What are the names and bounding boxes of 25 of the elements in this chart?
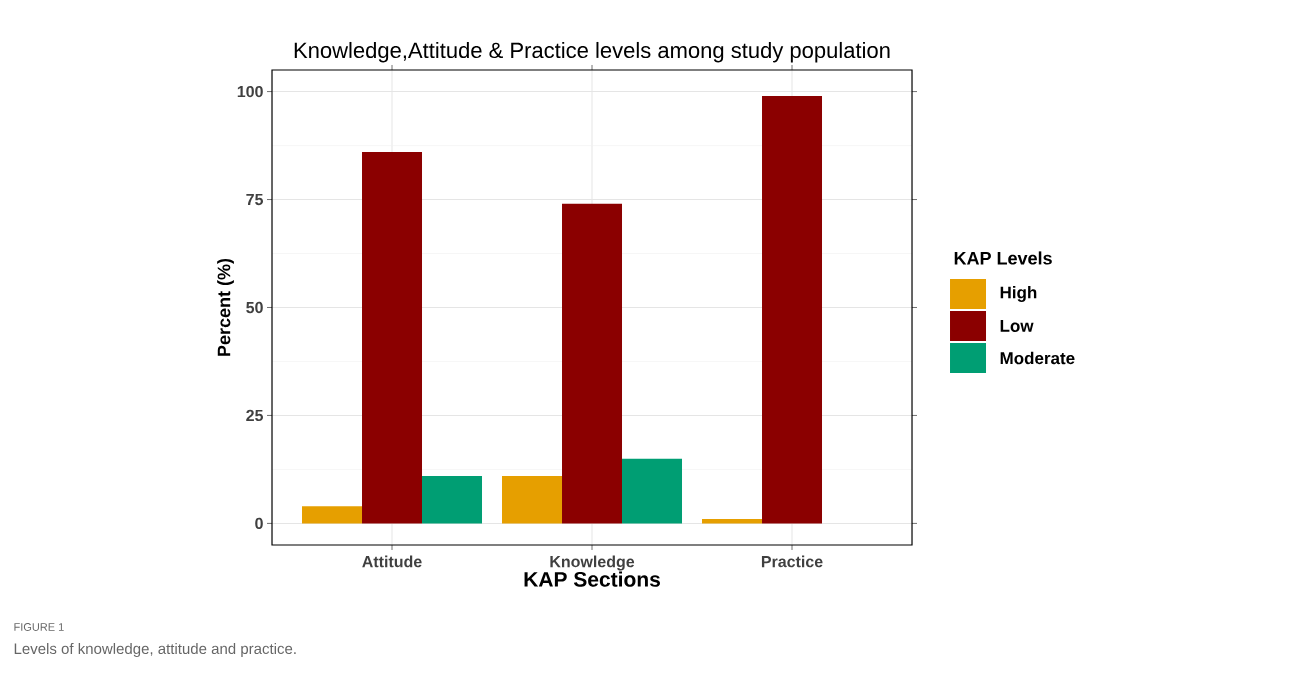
- y-tick-label: 50: [246, 301, 263, 314]
- x-tick-label: Knowledge: [550, 555, 635, 571]
- x-axis-title: KAP Sections: [524, 571, 660, 587]
- legend-label: High: [1000, 286, 1037, 302]
- bar: [362, 152, 423, 524]
- bar: [302, 506, 363, 524]
- text: Levels of knowledge, attitude and practice.: [14, 643, 296, 657]
- bar: [502, 475, 563, 524]
- y-tick-label: 0: [255, 517, 263, 530]
- x-tick-label: Attitude: [362, 555, 422, 568]
- legend-label: Low: [1000, 320, 1034, 332]
- y-axis-title: Percent (%): [217, 258, 234, 356]
- legend-title: KAP Levels: [954, 251, 1052, 265]
- bar: [762, 95, 823, 524]
- bar: [622, 458, 683, 524]
- y-tick-label: 25: [246, 409, 264, 422]
- y-tick-label: 100: [237, 85, 263, 98]
- x-tick-label: Practice: [761, 555, 823, 568]
- bar: [422, 475, 483, 524]
- chart-title: Knowledge,Attitude & Practice levels among study population: [294, 41, 890, 63]
- caption: FIGURE 1: [14, 623, 64, 631]
- bar: [562, 203, 623, 524]
- legend-label: Moderate: [1000, 351, 1075, 365]
- y-tick-label: 75: [246, 193, 264, 206]
- bar: [702, 519, 763, 524]
